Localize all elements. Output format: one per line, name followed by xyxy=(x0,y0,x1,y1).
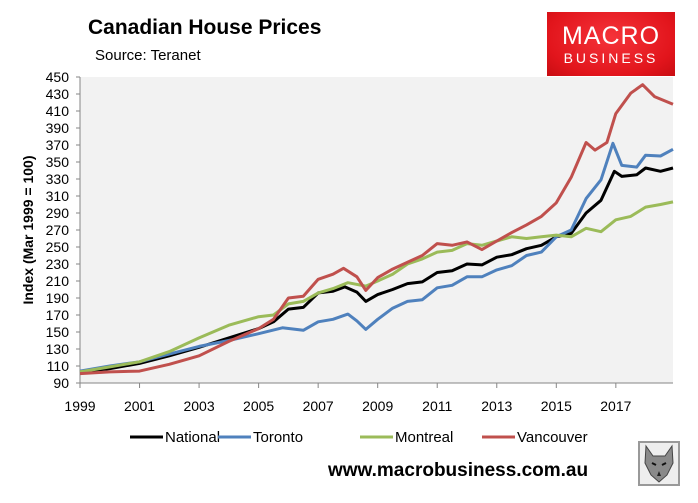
x-tick-label: 1999 xyxy=(64,398,95,414)
y-tick-label: 110 xyxy=(47,358,70,374)
series-line-vancouver xyxy=(79,83,674,376)
legend-label-national: National xyxy=(165,429,220,446)
legend-label-montreal: Montreal xyxy=(395,429,453,446)
y-tick-label: 150 xyxy=(46,324,70,340)
legend-label-toronto: Toronto xyxy=(253,429,303,446)
wolf-icon xyxy=(638,441,680,486)
logo-line1: MACRO xyxy=(561,22,661,50)
y-tick-label: 230 xyxy=(46,256,70,272)
y-tick-label: 450 xyxy=(46,69,70,85)
chart-title: Canadian House Prices xyxy=(88,16,322,39)
y-tick-label: 90 xyxy=(53,375,69,391)
x-tick-label: 2013 xyxy=(481,398,512,414)
y-axis-label: Index (Mar 1999 = 100) xyxy=(20,155,36,304)
y-tick-label: 130 xyxy=(46,341,70,357)
y-tick-label: 350 xyxy=(46,154,70,170)
x-tick-label: 2017 xyxy=(600,398,631,414)
x-tick-label: 2005 xyxy=(243,398,274,414)
x-tick-label: 2011 xyxy=(422,398,452,414)
y-tick-label: 250 xyxy=(46,239,70,255)
legend-label-vancouver: Vancouver xyxy=(517,429,588,446)
y-tick-label: 370 xyxy=(46,137,70,153)
x-tick-label: 2007 xyxy=(303,398,334,414)
website-url: www.macrobusiness.com.au xyxy=(328,460,589,481)
x-tick-label: 2001 xyxy=(124,398,155,414)
y-tick-label: 210 xyxy=(46,273,70,289)
x-tick-label: 2015 xyxy=(541,398,572,414)
y-tick-label: 310 xyxy=(46,188,70,204)
y-tick-label: 190 xyxy=(46,290,70,306)
x-tick-label: 2003 xyxy=(183,398,214,414)
series-line-toronto xyxy=(79,141,674,373)
series-line-montreal xyxy=(79,200,674,374)
y-tick-label: 290 xyxy=(46,205,70,221)
y-tick-label: 410 xyxy=(46,103,70,119)
logo-line2: BUSINESS xyxy=(563,50,659,66)
y-tick-label: 270 xyxy=(46,222,70,238)
y-tick-label: 170 xyxy=(46,307,70,323)
macrobusiness-logo: MACRO BUSINESS xyxy=(547,12,675,76)
y-tick-label: 330 xyxy=(46,171,70,187)
y-tick-label: 430 xyxy=(46,86,70,102)
y-tick-label: 390 xyxy=(46,120,70,136)
chart-subtitle: Source: Teranet xyxy=(95,47,201,64)
x-tick-label: 2009 xyxy=(362,398,393,414)
